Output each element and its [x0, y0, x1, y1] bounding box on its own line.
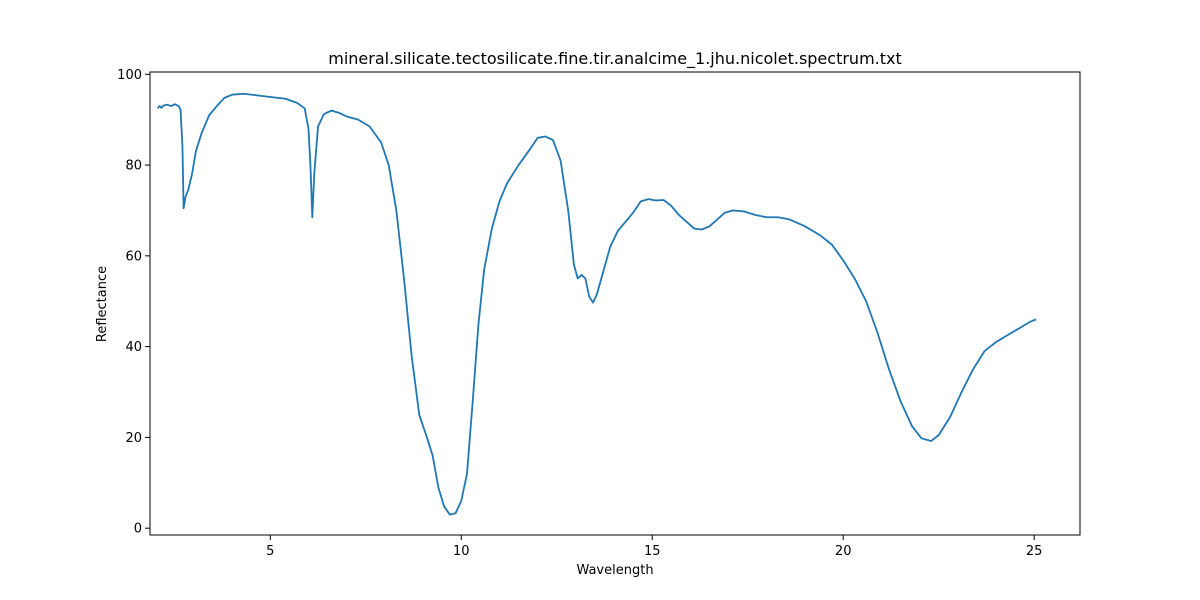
y-tick-label: 0 — [134, 522, 142, 537]
y-tick-label: 80 — [125, 159, 142, 174]
y-tick-label: 100 — [117, 68, 142, 83]
x-tick-label: 5 — [266, 544, 274, 559]
y-tick-label: 40 — [125, 340, 142, 355]
y-tick-label: 20 — [125, 431, 142, 446]
x-tick-label: 25 — [1026, 544, 1043, 559]
series-line-0 — [156, 92, 1037, 516]
x-axis-ticks: 5 10 15 20 25 — [266, 535, 1042, 559]
x-tick-label: 10 — [453, 544, 470, 559]
y-axis-label: Reflectance — [95, 266, 110, 342]
y-tick-label: 60 — [125, 249, 142, 264]
x-tick-label: 20 — [835, 544, 852, 559]
x-axis-label: Wavelength — [576, 563, 653, 578]
chart-title: mineral.silicate.tectosilicate.fine.tir.… — [328, 49, 902, 69]
y-axis-ticks: 0 20 40 60 80 100 — [117, 68, 150, 537]
axes-frame — [149, 71, 1081, 536]
plot-area — [156, 92, 1037, 516]
x-tick-label: 15 — [644, 544, 661, 559]
